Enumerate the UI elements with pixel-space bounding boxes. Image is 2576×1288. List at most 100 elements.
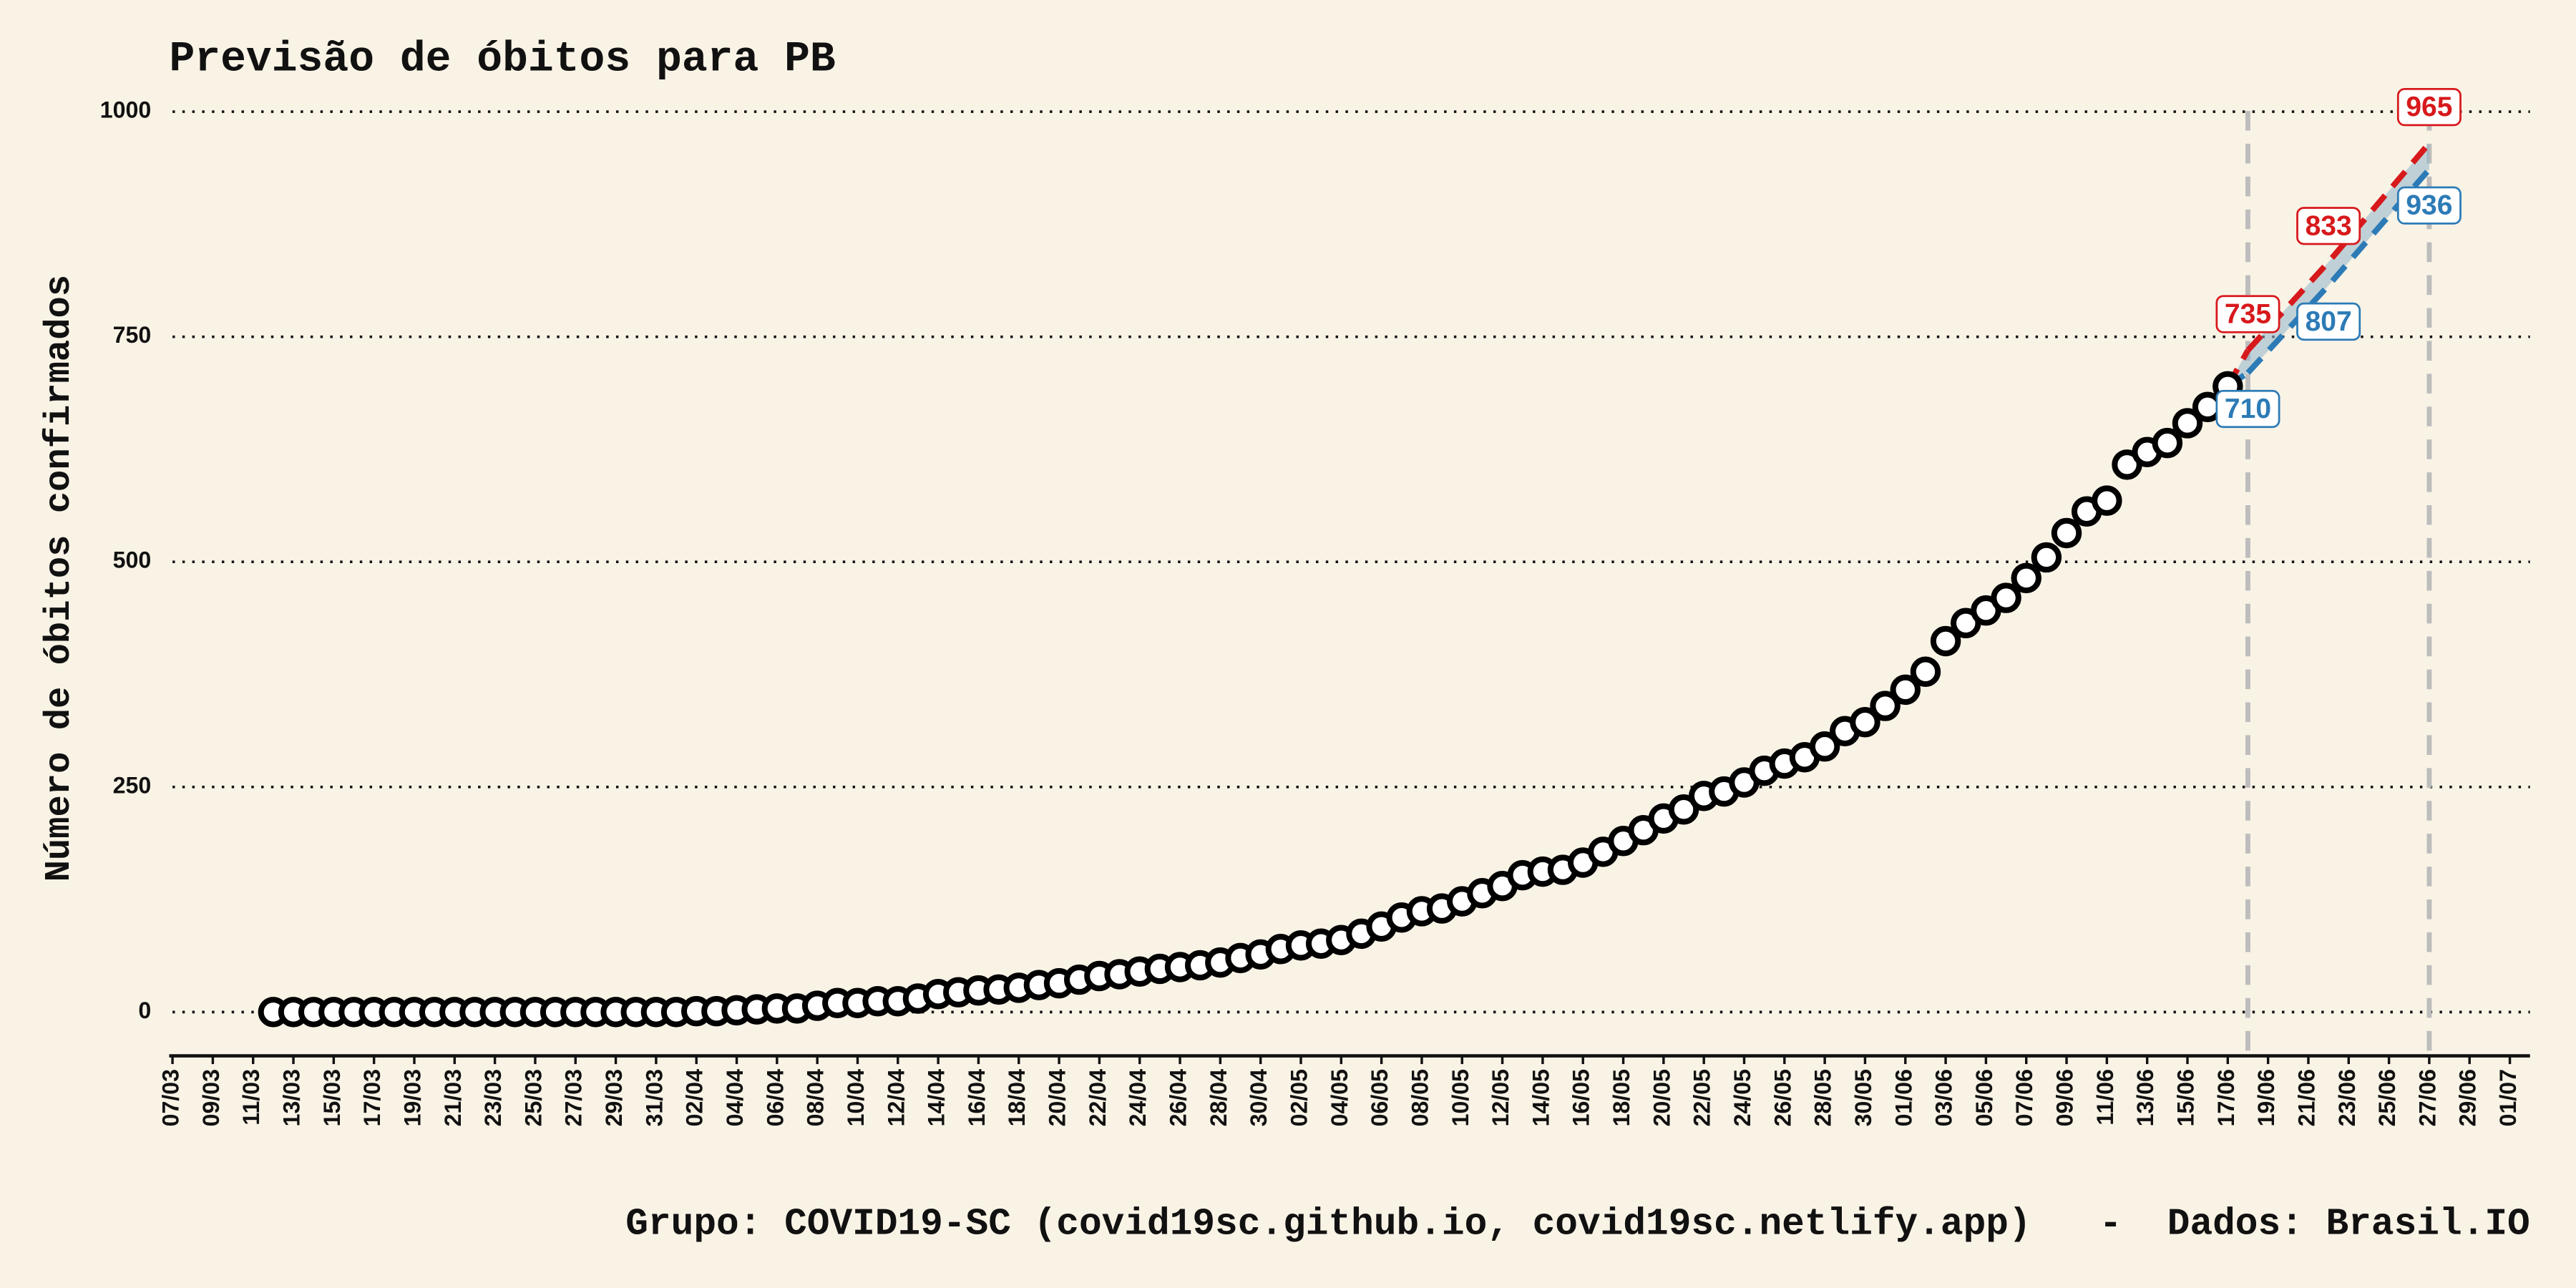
observed-point bbox=[1991, 582, 2021, 613]
value-label-text: 965 bbox=[2406, 92, 2452, 122]
x-tick-label: 28/04 bbox=[1206, 1069, 1231, 1127]
value-label-box bbox=[2215, 389, 2280, 429]
x-tick-label: 18/05 bbox=[1609, 1069, 1634, 1126]
x-tick-label: 29/03 bbox=[601, 1069, 627, 1126]
x-tick-label: 28/05 bbox=[1810, 1069, 1836, 1126]
value-label: 965 bbox=[2396, 87, 2462, 127]
value-label-text: 807 bbox=[2306, 306, 2352, 337]
value-label: 833 bbox=[2296, 207, 2361, 245]
observed-point bbox=[1930, 625, 1961, 657]
observed-point bbox=[2092, 485, 2122, 516]
forecast-line bbox=[2245, 167, 2431, 375]
observed-point bbox=[2152, 427, 2183, 459]
x-tick-label: 24/05 bbox=[1729, 1069, 1755, 1126]
x-tick-label: 02/05 bbox=[1286, 1069, 1312, 1126]
x-tick-label: 25/03 bbox=[520, 1069, 546, 1126]
x-tick-label: 04/04 bbox=[722, 1069, 748, 1127]
x-tick-label: 12/04 bbox=[883, 1069, 909, 1127]
x-tick-label: 11/03 bbox=[238, 1069, 264, 1126]
x-tick-label: 08/05 bbox=[1407, 1069, 1433, 1126]
caption: Grupo: COVID19-SC (covid19sc.github.io, … bbox=[625, 1202, 2529, 1245]
value-label: 735 bbox=[2215, 295, 2280, 333]
x-tick-label: 12/05 bbox=[1488, 1069, 1513, 1126]
y-tick-label: 500 bbox=[113, 547, 152, 573]
value-label-box bbox=[2396, 186, 2462, 225]
observed-point bbox=[2011, 562, 2041, 594]
y-tick-label: 1000 bbox=[100, 97, 151, 123]
x-tick-label: 23/06 bbox=[2334, 1069, 2360, 1126]
x-tick-label: 20/05 bbox=[1649, 1069, 1674, 1126]
x-tick-label: 14/04 bbox=[924, 1069, 950, 1127]
x-tick-label: 22/04 bbox=[1085, 1069, 1111, 1127]
x-tick-label: 01/06 bbox=[1890, 1069, 1916, 1126]
x-tick-label: 03/06 bbox=[1931, 1069, 1957, 1126]
y-axis-label: Número de óbitos confirmados bbox=[39, 275, 80, 882]
x-tick-label: 29/06 bbox=[2455, 1069, 2481, 1126]
x-tick-label: 18/04 bbox=[1004, 1069, 1030, 1127]
observed-point bbox=[2031, 542, 2062, 573]
x-tick-label: 13/03 bbox=[279, 1069, 305, 1126]
observed-point bbox=[2172, 408, 2203, 439]
x-tick-label: 06/04 bbox=[762, 1069, 788, 1127]
x-tick-label: 21/03 bbox=[440, 1069, 466, 1126]
x-tick-label: 19/06 bbox=[2253, 1069, 2279, 1126]
value-label-text: 735 bbox=[2225, 299, 2271, 330]
x-tick-label: 16/04 bbox=[964, 1069, 990, 1127]
value-label-text: 833 bbox=[2306, 210, 2352, 241]
x-tick-label: 20/04 bbox=[1045, 1069, 1070, 1127]
value-label: 936 bbox=[2396, 186, 2462, 225]
y-tick-label: 250 bbox=[113, 772, 152, 798]
observed-point bbox=[1850, 706, 1880, 738]
y-tick-label: 0 bbox=[138, 997, 151, 1023]
x-tick-label: 22/05 bbox=[1689, 1069, 1715, 1126]
value-label-text: 710 bbox=[2225, 394, 2271, 424]
x-tick-label: 23/03 bbox=[480, 1069, 506, 1126]
x-tick-label: 11/06 bbox=[2092, 1069, 2118, 1126]
value-label-text: 936 bbox=[2406, 190, 2452, 221]
x-tick-label: 15/03 bbox=[319, 1069, 345, 1126]
observed-point bbox=[2051, 517, 2082, 549]
x-tick-label: 15/06 bbox=[2172, 1069, 2198, 1126]
x-tick-label: 17/03 bbox=[359, 1069, 385, 1126]
observed-point bbox=[1910, 656, 1941, 687]
observed-point bbox=[1668, 794, 1699, 825]
x-tick-label: 02/04 bbox=[682, 1069, 708, 1127]
x-tick-label: 06/05 bbox=[1367, 1069, 1392, 1126]
x-tick-label: 10/05 bbox=[1448, 1069, 1473, 1126]
value-label-box bbox=[2396, 87, 2462, 127]
observed-point bbox=[1870, 691, 1901, 721]
x-tick-label: 26/05 bbox=[1770, 1069, 1795, 1126]
x-tick-label: 19/03 bbox=[399, 1069, 425, 1126]
x-tick-label: 10/04 bbox=[843, 1069, 869, 1127]
x-tick-label: 27/06 bbox=[2414, 1069, 2440, 1126]
x-tick-label: 05/06 bbox=[1971, 1069, 1997, 1126]
x-tick-label: 16/05 bbox=[1568, 1069, 1594, 1126]
x-tick-label: 26/04 bbox=[1166, 1069, 1191, 1127]
value-label-box bbox=[2296, 207, 2361, 245]
x-tick-label: 14/05 bbox=[1528, 1069, 1553, 1126]
x-tick-label: 25/06 bbox=[2374, 1069, 2400, 1126]
x-tick-label: 09/03 bbox=[198, 1069, 224, 1126]
x-tick-label: 31/03 bbox=[641, 1069, 667, 1126]
x-tick-label: 08/04 bbox=[803, 1069, 829, 1127]
x-tick-label: 24/04 bbox=[1125, 1069, 1151, 1127]
x-tick-label: 13/06 bbox=[2132, 1069, 2158, 1126]
x-tick-label: 30/04 bbox=[1246, 1069, 1272, 1127]
observed-point bbox=[1890, 674, 1921, 706]
value-label-box bbox=[2215, 295, 2280, 333]
x-tick-label: 21/06 bbox=[2293, 1069, 2319, 1126]
x-tick-label: 07/06 bbox=[2011, 1069, 2037, 1126]
value-label-box bbox=[2296, 302, 2361, 341]
value-label: 710 bbox=[2215, 389, 2280, 429]
x-tick-label: 09/06 bbox=[2052, 1069, 2078, 1126]
y-tick-label: 750 bbox=[113, 322, 152, 348]
x-tick-label: 04/05 bbox=[1327, 1069, 1352, 1126]
chart-title: Previsão de óbitos para PB bbox=[169, 34, 835, 83]
x-tick-label: 17/06 bbox=[2213, 1069, 2239, 1126]
x-tick-label: 27/03 bbox=[561, 1069, 587, 1126]
value-label: 807 bbox=[2296, 302, 2361, 341]
x-tick-label: 01/07 bbox=[2495, 1069, 2521, 1126]
x-tick-label: 07/03 bbox=[158, 1069, 184, 1126]
